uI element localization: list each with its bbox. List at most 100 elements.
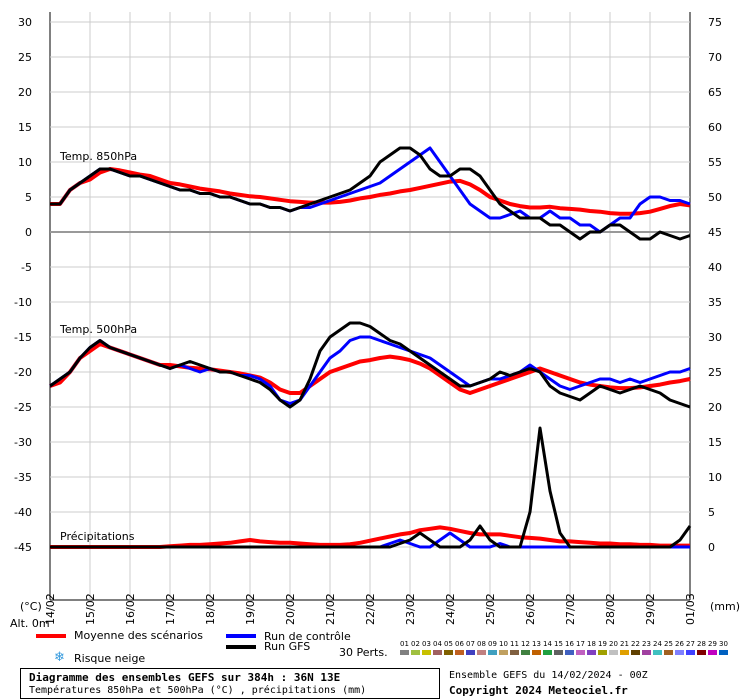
y-left-tick-label: -45 (14, 541, 32, 554)
pert-color-swatch (400, 650, 409, 655)
pert-color-swatch (587, 650, 596, 655)
y-left-tick-label: 15 (18, 121, 32, 134)
pert-number: 20 (609, 640, 618, 648)
pert-number: 06 (455, 640, 464, 648)
pert-number: 24 (653, 640, 662, 648)
y-right-tick-label: 15 (708, 436, 722, 449)
y-left-tick-label: 5 (25, 191, 32, 204)
pert-number: 30 (719, 640, 728, 648)
x-tick-label: 22/02 (364, 593, 377, 625)
y-right-tick-label: 55 (708, 156, 722, 169)
pert-color-swatch (697, 650, 706, 655)
legend-control-swatch (226, 634, 256, 638)
y-left-tick-label: -20 (14, 366, 32, 379)
y-right-tick-label: 70 (708, 51, 722, 64)
x-tick-label: 29/02 (644, 593, 657, 625)
y-left-unit: (°C) (20, 600, 42, 613)
x-tick-label: 15/02 (84, 593, 97, 625)
x-tick-label: 14/02 (44, 593, 57, 625)
pert-color-swatch (653, 650, 662, 655)
pert-number: 23 (642, 640, 651, 648)
y-right-tick-label: 25 (708, 366, 722, 379)
pert-number: 12 (521, 640, 530, 648)
footer-run: Ensemble GEFS du 14/02/2024 - 00Z (449, 670, 648, 681)
y-right-tick-label: 75 (708, 16, 722, 29)
pert-color-swatch (543, 650, 552, 655)
pert-color-swatch (466, 650, 475, 655)
pert-number: 02 (411, 640, 420, 648)
pert-number: 09 (488, 640, 497, 648)
y-left-tick-label: 0 (25, 226, 32, 239)
x-tick-label: 28/02 (604, 593, 617, 625)
y-right-unit: (mm) (710, 600, 740, 613)
pert-color-swatch (477, 650, 486, 655)
pert-color-swatch (455, 650, 464, 655)
pert-color-swatch (510, 650, 519, 655)
x-tick-label: 01/03 (684, 593, 697, 625)
pert-color-swatch (609, 650, 618, 655)
y-right-tick-label: 60 (708, 121, 722, 134)
pert-color-swatch (686, 650, 695, 655)
footer-subtitle: Températures 850hPa et 500hPa (°C) , pré… (29, 685, 367, 696)
pert-color-swatch (664, 650, 673, 655)
pert-color-swatch (444, 650, 453, 655)
x-tick-label: 16/02 (124, 593, 137, 625)
y-left-tick-label: -10 (14, 296, 32, 309)
x-tick-label: 20/02 (284, 593, 297, 625)
y-right-tick-label: 10 (708, 471, 722, 484)
pert-color-swatch (675, 650, 684, 655)
legend-mean-swatch (36, 634, 66, 638)
pert-number: 22 (631, 640, 640, 648)
pert-number: 04 (433, 640, 442, 648)
info-box: Diagramme des ensembles GEFS sur 384h : … (20, 668, 440, 699)
t500-label: Temp. 500hPa (59, 323, 137, 336)
pert-number: 15 (554, 640, 563, 648)
legend-gfs-label: Run GFS (264, 640, 311, 653)
pert-color-swatch (433, 650, 442, 655)
y-left-tick-label: -5 (21, 261, 32, 274)
pert-number: 10 (499, 640, 508, 648)
pert-color-swatch (532, 650, 541, 655)
pert-color-swatch (521, 650, 530, 655)
pert-color-swatch (620, 650, 629, 655)
snowflake-icon: ❄ (54, 650, 65, 665)
pert-color-swatch (708, 650, 717, 655)
pert-number: 08 (477, 640, 486, 648)
pert-number: 21 (620, 640, 629, 648)
y-right-tick-label: 35 (708, 296, 722, 309)
y-left-tick-label: 10 (18, 156, 32, 169)
legend-perts-label: 30 Perts. (339, 646, 388, 659)
pert-number: 03 (422, 640, 431, 648)
altitude-label: Alt. 0m (10, 617, 50, 630)
y-right-tick-label: 50 (708, 191, 722, 204)
pert-number: 14 (543, 640, 552, 648)
pert-number: 01 (400, 640, 409, 648)
y-right-tick-label: 65 (708, 86, 722, 99)
pert-color-swatch (719, 650, 728, 655)
y-left-tick-label: 30 (18, 16, 32, 29)
x-tick-label: 26/02 (524, 593, 537, 625)
y-left-tick-label: -25 (14, 401, 32, 414)
pert-color-swatch (488, 650, 497, 655)
t850-run-gfs-line (50, 146, 691, 241)
x-tick-label: 25/02 (484, 593, 497, 625)
pert-number: 26 (675, 640, 684, 648)
pert-number: 13 (532, 640, 541, 648)
pert-number: 07 (466, 640, 475, 648)
footer-title: Diagramme des ensembles GEFS sur 384h : … (29, 671, 341, 684)
pert-number: 17 (576, 640, 585, 648)
pert-number: 19 (598, 640, 607, 648)
y-left-tick-label: 20 (18, 86, 32, 99)
y-right-tick-label: 40 (708, 261, 722, 274)
pert-color-swatch (411, 650, 420, 655)
pert-color-swatch (554, 650, 563, 655)
pert-color-swatch (422, 650, 431, 655)
footer-copyright: Copyright 2024 Meteociel.fr (449, 684, 628, 697)
pert-number: 16 (565, 640, 574, 648)
x-tick-label: 17/02 (164, 593, 177, 625)
pert-number: 28 (697, 640, 706, 648)
t850-moyenne-des-sc-narios-line (50, 167, 691, 216)
y-right-tick-label: 0 (708, 541, 715, 554)
pert-number: 05 (444, 640, 453, 648)
